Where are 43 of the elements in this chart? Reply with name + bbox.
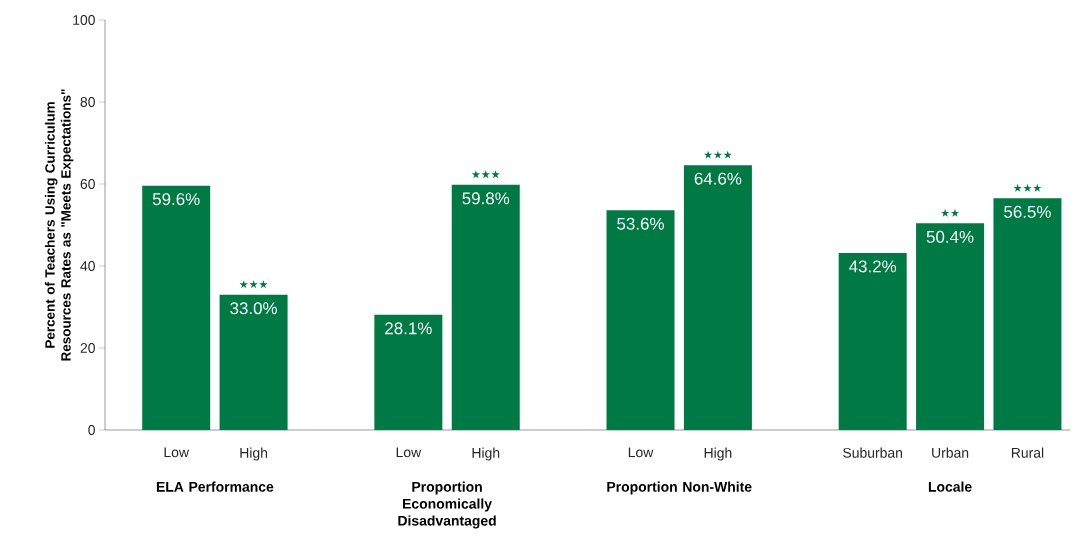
text: Proportion Economically Disadvantaged xyxy=(398,481,496,529)
bar xyxy=(683,165,752,430)
x-tick-label: High xyxy=(472,447,500,461)
y-tick-label: 40 xyxy=(80,261,95,271)
data-label: 59.8% xyxy=(462,192,510,205)
y-tick-label: 0 xyxy=(88,425,95,435)
x-tick-label: Rural xyxy=(1011,447,1044,458)
annotation: ★★★ xyxy=(471,170,500,179)
x-tick-label: High xyxy=(704,447,732,461)
bar xyxy=(374,314,443,430)
x-tick-label: Suburban xyxy=(843,447,903,458)
data-label: 59.6% xyxy=(152,193,200,206)
annotation: ★★★ xyxy=(239,280,268,289)
y-tick-label: 100 xyxy=(73,15,95,25)
data-label: 43.2% xyxy=(849,260,897,273)
y-tick-label: 80 xyxy=(80,97,95,107)
data-label: 28.1% xyxy=(385,322,432,335)
data-label: 50.4% xyxy=(926,230,974,243)
y-tick-label: 60 xyxy=(80,179,95,189)
y-axis-title: Percent of Teachers Using Curriculum Resources Rates as "Meets Expectations" xyxy=(44,89,74,361)
bar xyxy=(451,184,520,430)
annotation: ★★ xyxy=(940,208,960,217)
text: ELA Performance xyxy=(156,481,274,492)
x-tick-label: Low xyxy=(396,447,422,458)
bar xyxy=(219,294,288,430)
x-tick-label: Low xyxy=(164,447,190,458)
x-tick-label: Urban xyxy=(932,447,969,458)
data-label: 53.6% xyxy=(617,217,664,230)
x-tick-label: Low xyxy=(628,447,654,458)
data-label: 64.6% xyxy=(694,172,742,185)
x-tick-label: High xyxy=(240,447,268,461)
annotation: ★★★ xyxy=(703,150,732,159)
data-label: 33.0% xyxy=(230,302,277,315)
data-label: 56.5% xyxy=(1004,205,1051,218)
y-tick-label: 20 xyxy=(80,343,95,353)
bar xyxy=(142,185,211,430)
text: Locale xyxy=(928,481,972,492)
text: Proportion Non-White xyxy=(607,481,752,495)
bar xyxy=(606,210,675,430)
bar xyxy=(993,198,1062,430)
annotation: ★★★ xyxy=(1013,183,1042,192)
bar xyxy=(838,252,907,430)
bar xyxy=(916,223,985,430)
